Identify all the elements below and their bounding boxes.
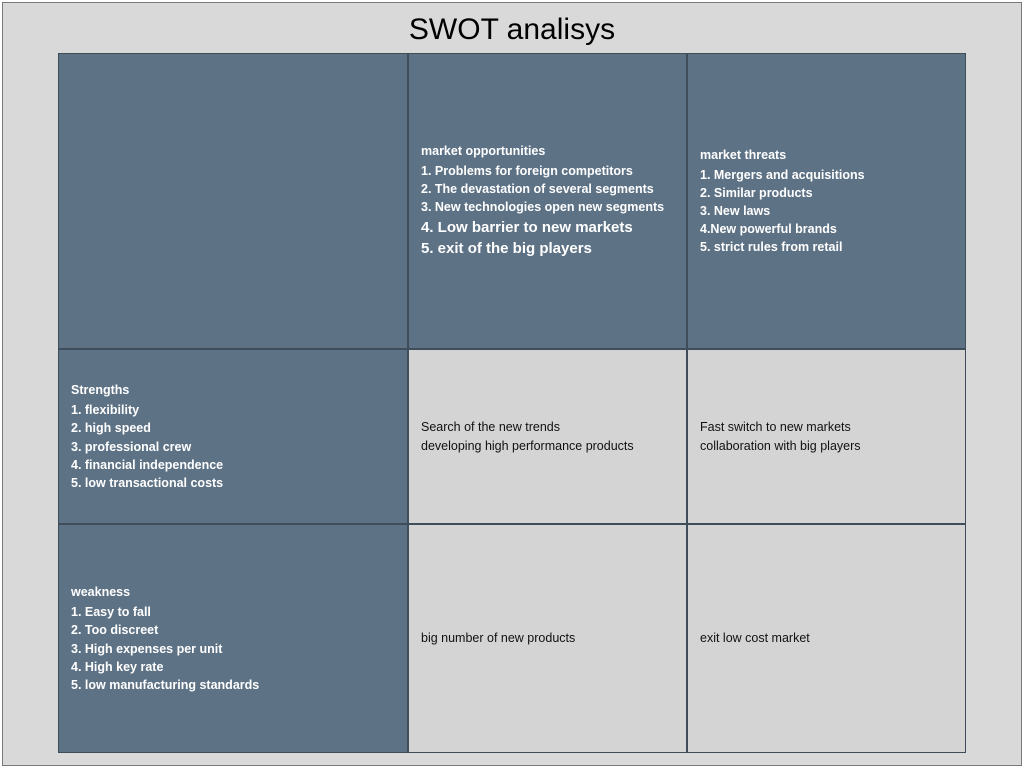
- threats-lines: 1. Mergers and acquisitions 2. Similar p…: [700, 166, 953, 257]
- strengths-lines: 1. flexibility 2. high speed 3. professi…: [71, 401, 395, 492]
- wt-text: exit low cost market: [700, 629, 953, 647]
- cell-threats: market threats 1. Mergers and acquisitio…: [687, 53, 966, 349]
- cell-st: Fast switch to new markets collaboration…: [687, 349, 966, 524]
- page-title: SWOT analisys: [3, 3, 1021, 53]
- opportunities-heading: market opportunities: [421, 142, 674, 160]
- st-text: Fast switch to new markets collaboration…: [700, 418, 953, 454]
- swot-sheet: SWOT analisys market opportunities 1. Pr…: [2, 2, 1022, 766]
- opportunities-items-big: 4. Low barrier to new markets 5. exit of…: [421, 217, 674, 261]
- cell-weakness: weakness 1. Easy to fall 2. Too discreet…: [58, 524, 408, 753]
- cell-wo: big number of new products: [408, 524, 687, 753]
- weakness-heading: weakness: [71, 583, 395, 601]
- cell-strengths: Strengths 1. flexibility 2. high speed 3…: [58, 349, 408, 524]
- strengths-heading: Strengths: [71, 381, 395, 399]
- swot-grid: market opportunities 1. Problems for for…: [58, 53, 966, 753]
- weakness-lines: 1. Easy to fall 2. Too discreet 3. High …: [71, 603, 395, 694]
- opportunities-items-small: 1. Problems for foreign competitors 2. T…: [421, 162, 674, 216]
- wo-text: big number of new products: [421, 629, 674, 647]
- cell-so: Search of the new trends developing high…: [408, 349, 687, 524]
- cell-blank: [58, 53, 408, 349]
- cell-opportunities: market opportunities 1. Problems for for…: [408, 53, 687, 349]
- threats-heading: market threats: [700, 146, 953, 164]
- so-text: Search of the new trends developing high…: [421, 418, 674, 454]
- cell-wt: exit low cost market: [687, 524, 966, 753]
